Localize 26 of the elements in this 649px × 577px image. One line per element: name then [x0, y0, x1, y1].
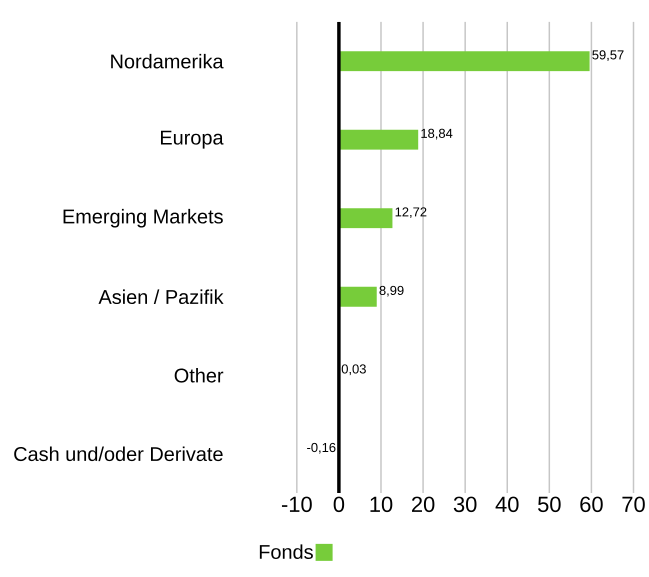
legend-label: Fonds	[260, 544, 313, 560]
x-tick-label: 40	[496, 496, 519, 512]
x-tick-label: 30	[454, 496, 476, 512]
x-tick-label: 10	[370, 496, 392, 512]
y-tick-label: Asien / Pazifik	[98, 290, 224, 304]
y-tick-label: Cash und/oder Derivate	[14, 446, 223, 462]
data-label: 8,99	[380, 286, 404, 297]
x-tick-label: 0	[334, 496, 344, 512]
data-label: -0,16	[307, 443, 336, 454]
bar	[338, 51, 590, 72]
y-tick-label: Other	[174, 368, 224, 383]
bar	[338, 286, 377, 307]
x-tick-label: 70	[622, 496, 645, 512]
bar	[338, 130, 418, 150]
y-tick-label: Nordamerika	[111, 54, 224, 69]
data-label: 59,57	[592, 50, 624, 62]
data-label: 0,03	[342, 364, 366, 376]
bar	[338, 208, 392, 228]
x-tick-label: 50	[538, 496, 561, 512]
x-tick-label: -10	[282, 496, 312, 512]
y-tick-label: Europa	[160, 130, 224, 149]
y-tick-label: Emerging Markets	[64, 209, 223, 228]
x-tick-label: 60	[580, 496, 603, 512]
data-label: 12,72	[396, 207, 426, 218]
x-tick-label: 20	[412, 496, 434, 512]
data-label: 18,84	[421, 128, 452, 140]
